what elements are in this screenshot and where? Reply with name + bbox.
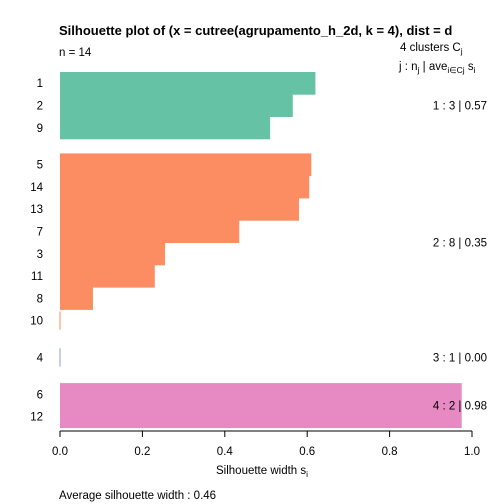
average-width-footer: Average silhouette width : 0.46 — [59, 490, 216, 502]
silhouette-bar — [60, 405, 462, 429]
silhouette-bar — [60, 287, 93, 310]
x-tick-label: 0.6 — [299, 446, 315, 458]
row-label: 5 — [37, 160, 43, 172]
x-tick-label: 0.2 — [134, 446, 150, 458]
silhouette-bar — [60, 242, 166, 266]
silhouette-bar — [60, 94, 293, 117]
row-label: 1 — [37, 78, 43, 90]
x-axis: 0.0 0.2 0.4 0.6 0.8 1.0 — [52, 430, 480, 458]
x-tick-label: 1.0 — [464, 446, 480, 458]
bars-group — [59, 72, 462, 429]
clusters-header-text: 4 clusters C — [400, 42, 461, 54]
cluster-summary: 4 : 2 | 0.98 — [433, 400, 487, 412]
x-tick-label: 0.8 — [382, 446, 398, 458]
x-tick-label: 0.4 — [217, 446, 234, 458]
legend-header: j : nj | avei∈Cj si — [398, 61, 476, 75]
cluster-summary: 2 : 8 | 0.35 — [433, 238, 487, 250]
silhouette-bar — [60, 72, 316, 95]
chart-title: Silhouette plot of (x = cutree(agrupamen… — [59, 23, 452, 38]
row-label: 13 — [30, 204, 43, 216]
row-label: 4 — [37, 352, 44, 364]
silhouette-bar — [60, 264, 155, 288]
cluster-summaries-group: 1 : 3 | 0.57 2 : 8 | 0.35 3 : 1 | 0.00 4 : … — [433, 100, 487, 412]
row-label: 3 — [37, 249, 43, 261]
silhouette-bar — [60, 175, 310, 199]
row-label: 8 — [37, 293, 43, 305]
row-label: 6 — [37, 389, 43, 401]
silhouette-bar — [60, 383, 462, 406]
x-tick-label: 0.0 — [52, 446, 68, 458]
row-label: 11 — [31, 271, 43, 283]
row-label: 7 — [37, 226, 43, 238]
silhouette-bar — [60, 198, 299, 221]
row-label: 9 — [37, 123, 43, 135]
row-label: 12 — [30, 412, 43, 424]
clusters-header-sub: j — [460, 46, 463, 56]
row-label: 2 — [37, 100, 43, 112]
row-label: 10 — [30, 316, 43, 328]
n-label: n = 14 — [59, 47, 92, 59]
clusters-header: 4 clusters Cj — [400, 42, 463, 56]
silhouette-bar — [60, 153, 312, 177]
cluster-summary: 1 : 3 | 0.57 — [433, 100, 487, 112]
row-label: 14 — [30, 182, 43, 194]
silhouette-bar — [60, 220, 240, 243]
silhouette-bar — [60, 116, 271, 140]
cluster-summary: 3 : 1 | 0.00 — [433, 352, 487, 364]
x-axis-label: Silhouette width si — [216, 465, 308, 479]
